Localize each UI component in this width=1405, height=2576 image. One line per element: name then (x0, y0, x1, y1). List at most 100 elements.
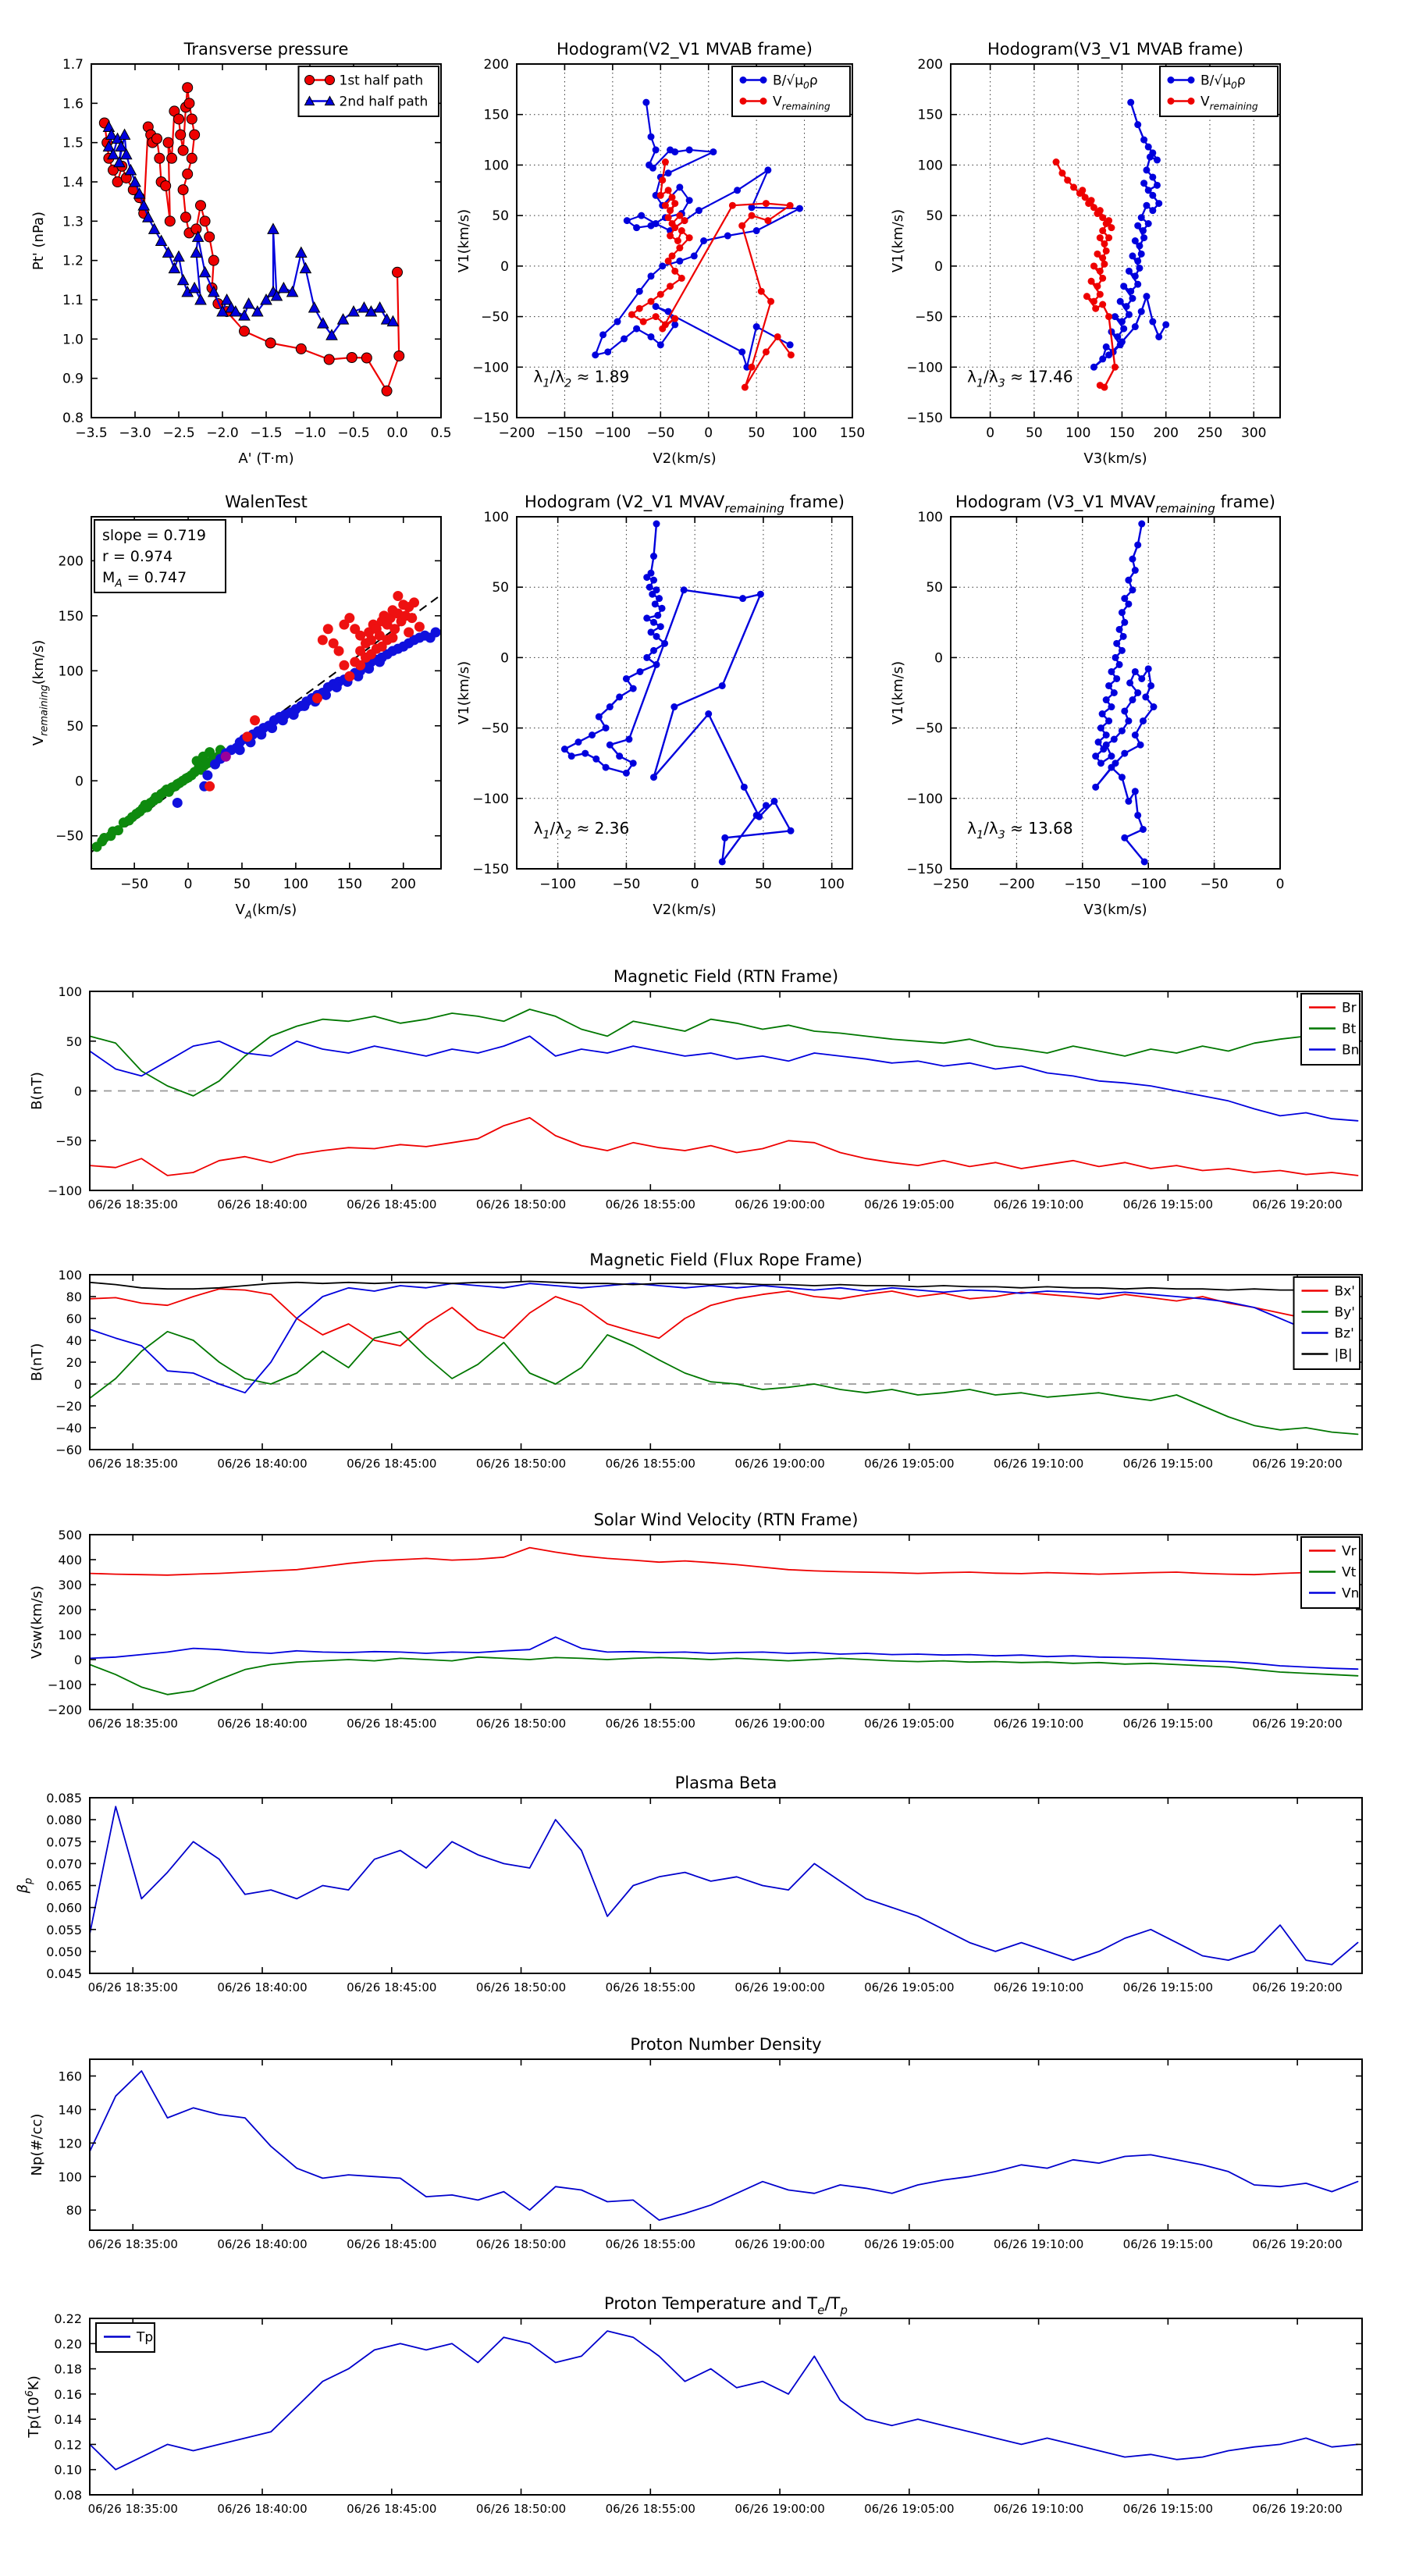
series-B-magnitude (89, 1280, 1359, 1292)
x-tick-label: −200 (499, 425, 535, 441)
y-tick-label: 0.9 (62, 372, 84, 387)
x-tick-label: 06/26 19:10:00 (994, 1457, 1083, 1471)
x-tick-label: 06/26 18:35:00 (88, 1717, 178, 1731)
x-tick-label: 100 (819, 877, 844, 892)
x-tick-label: 06/26 18:35:00 (88, 2502, 178, 2516)
x-tick-label: −100 (1130, 877, 1167, 892)
y-tick-label: −100 (472, 360, 509, 375)
x-tick-label: 06/26 19:10:00 (994, 1197, 1083, 1212)
y-tick-label: 1.2 (62, 254, 84, 269)
x-tick-label: 0 (184, 877, 193, 892)
y-tick-label: 0 (934, 259, 943, 275)
y-tick-label: −50 (55, 1133, 82, 1148)
x-tick-label: 150 (337, 877, 362, 892)
y-tick-label: 160 (58, 2069, 82, 2083)
x-tick-label: 06/26 18:35:00 (88, 1457, 178, 1471)
x-tick-label: 06/26 18:50:00 (476, 1197, 566, 1212)
chart-hodogram-v3v1-mvav: −250 −200 −150 −100 −50 0 −150 −100 −50 0 50 100 Hod… (890, 493, 1284, 918)
x-tick-label: 06/26 19:05:00 (864, 1197, 954, 1212)
y-tick-label: −200 (48, 1703, 82, 1717)
x-tick-label: −2.5 (162, 425, 194, 441)
y-axis-label: Vremaining(km/s) (30, 640, 50, 745)
y-tick-label: −50 (481, 721, 509, 737)
y-tick-label: 0.050 (46, 1944, 82, 1959)
x-tick-label: 06/26 18:40:00 (217, 2237, 307, 2251)
chart-title: Hodogram (V3_V1 MVAVremaining frame) (955, 493, 1275, 515)
y-tick-label: −20 (55, 1399, 82, 1414)
x-tick-label: 06/26 18:55:00 (606, 2502, 695, 2516)
y-tick-label: −150 (472, 862, 509, 877)
x-tick-label: 06/26 19:05:00 (864, 1717, 954, 1731)
x-tick-label: 06/26 19:15:00 (1123, 1980, 1213, 1994)
y-tick-label: 100 (58, 2169, 82, 2184)
x-axis-label: VA(km/s) (236, 902, 297, 921)
x-tick-label: 06/26 19:00:00 (735, 1197, 824, 1212)
x-tick-label: 06/26 18:55:00 (606, 1980, 695, 1994)
x-tick-label: 06/26 19:10:00 (994, 2237, 1083, 2251)
legend-label: Vremaining (1200, 94, 1258, 112)
chart-walen-test: −50 0 50 100 150 200 −50 0 50 100 150 200 WalenTest V… (30, 493, 442, 921)
y-tick-label: 1.7 (62, 57, 84, 73)
legend: B/√μ0ρ Vremaining (731, 66, 851, 117)
y-tick-label: 80 (66, 1290, 82, 1304)
x-tick-label: 0 (986, 425, 994, 441)
y-axis-label: V1(km/s) (456, 209, 472, 272)
series-red-points (205, 590, 425, 792)
legend-label: Bz' (1335, 1326, 1354, 1342)
x-tick-label: −200 (998, 877, 1035, 892)
chart-title: Proton Temperature and Te/Tp (604, 2294, 848, 2317)
y-tick-label: 0.22 (54, 2311, 82, 2326)
x-tick-label: 100 (283, 877, 308, 892)
y-tick-label: 0 (500, 650, 509, 666)
y-tick-label: 1.5 (62, 136, 84, 151)
x-tick-label: −50 (646, 425, 674, 441)
y-tick-label: −100 (472, 792, 509, 807)
y-tick-label: −150 (906, 411, 943, 426)
eigenvalue-annotation: λ1/λ2 ≈ 2.36 (534, 819, 630, 841)
legend: Br Bt Bn (1300, 993, 1361, 1066)
y-tick-label: 100 (484, 510, 509, 525)
x-tick-label: −2.0 (206, 425, 238, 441)
stats-line: r = 0.974 (102, 548, 173, 565)
y-tick-label: 0.045 (46, 1966, 82, 1981)
series-v-remaining (1052, 158, 1119, 391)
axes-frame (89, 1534, 1363, 1710)
chart-title: Magnetic Field (Flux Rope Frame) (589, 1251, 863, 1269)
x-tick-label: 50 (233, 877, 251, 892)
eigenvalue-annotation: λ1/λ3 ≈ 17.46 (967, 368, 1072, 390)
x-tick-label: 06/26 19:10:00 (994, 2502, 1083, 2516)
y-tick-label: 40 (66, 1333, 82, 1348)
legend-label: B/√μ0ρ (773, 73, 818, 91)
series-v-remaining-hodogram (1092, 520, 1158, 866)
chart-plasma-beta: 06/26 18:35:00 06/26 18:40:00 06/26 18:45:… (15, 1774, 1363, 1994)
x-tick-label: 06/26 18:45:00 (347, 1717, 436, 1731)
y-tick-label: 0.18 (54, 2362, 82, 2377)
x-tick-label: 06/26 18:45:00 (347, 2502, 436, 2516)
y-tick-label: 20 (66, 1355, 82, 1370)
x-tick-label: −150 (1064, 877, 1101, 892)
y-tick-label: −100 (906, 360, 943, 375)
y-tick-label: 0.055 (46, 1923, 82, 1937)
x-tick-label: 250 (1197, 425, 1222, 441)
x-tick-label: 06/26 18:45:00 (347, 1980, 436, 1994)
y-tick-label: 50 (926, 208, 943, 224)
x-axis-label: V2(km/s) (653, 450, 716, 467)
x-tick-label: 06/26 19:20:00 (1252, 2502, 1342, 2516)
y-tick-label: 0.075 (46, 1834, 82, 1849)
y-tick-label: 1.4 (62, 175, 84, 190)
series-2nd-half-path (102, 120, 400, 340)
y-tick-label: −50 (915, 310, 943, 326)
chart-velocity-rtn: 06/26 18:35:00 06/26 18:40:00 06/26 18:45:… (29, 1510, 1363, 1731)
y-tick-label: 100 (59, 664, 84, 679)
chart-title: Transverse pressure (183, 40, 349, 59)
legend-label: Br (1342, 1001, 1357, 1016)
x-tick-label: −3.5 (75, 425, 107, 441)
x-tick-label: 0 (1276, 877, 1285, 892)
x-tick-label: 0 (704, 425, 713, 441)
series-v-remaining-hodogram (560, 520, 795, 866)
x-tick-label: 50 (1026, 425, 1043, 441)
series-Bt (89, 1009, 1359, 1097)
x-tick-label: 06/26 18:55:00 (606, 1457, 695, 1471)
y-tick-label: 0.08 (54, 2488, 82, 2503)
x-tick-label: 300 (1241, 425, 1266, 441)
